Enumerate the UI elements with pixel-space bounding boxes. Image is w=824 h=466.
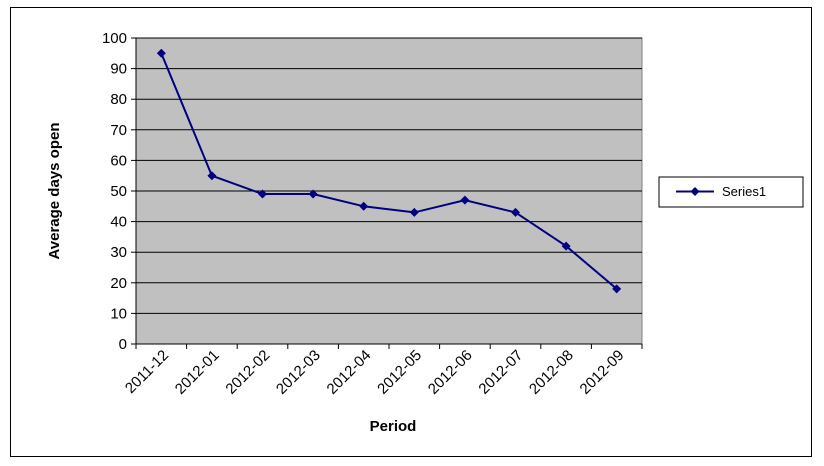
y-tick-label: 60: [110, 152, 127, 169]
x-axis: 2011-12 2012-01 2012-02 2012-03 2012-04 2012-…: [122, 343, 643, 398]
y-axis-title: Average days open: [46, 123, 63, 260]
legend-label-series1: Series1: [722, 184, 766, 199]
data-point: [612, 284, 622, 294]
data-point: [207, 171, 217, 181]
y-tick-label: 20: [110, 275, 127, 292]
x-tick-label: 2012-05: [374, 347, 425, 398]
data-point: [511, 207, 520, 217]
y-tick-label: 70: [110, 122, 127, 139]
legend-marker: [690, 187, 700, 196]
x-tick-label: 2011-12: [122, 347, 172, 397]
y-tick-label: 90: [110, 61, 127, 78]
y-tick-label: 10: [110, 305, 127, 322]
y-tick-label: 100: [102, 30, 127, 47]
x-axis-title: Period: [370, 418, 417, 435]
gridlines: [136, 37, 642, 314]
y-tick-label: 0: [119, 336, 127, 353]
y-tick-label: 80: [110, 91, 127, 108]
data-point: [359, 201, 369, 211]
x-tick-label: 2012-04: [324, 347, 375, 398]
data-point: [258, 189, 267, 199]
x-tick-label: 2012-07: [475, 347, 526, 398]
y-tick-label: 50: [110, 183, 127, 200]
x-tick-label: 2012-03: [273, 347, 324, 398]
data-point: [460, 195, 470, 205]
data-point: [561, 241, 571, 251]
series-line: [160, 52, 618, 290]
legend: Series1: [658, 176, 804, 208]
y-tick-label: 30: [110, 244, 127, 261]
x-tick-label: 2012-06: [425, 347, 476, 398]
x-tick-label: 2012-08: [526, 347, 577, 398]
data-point: [409, 207, 419, 217]
y-tick-label: 40: [110, 214, 127, 231]
data-point: [308, 189, 318, 199]
y-axis: 0 10 20 30 40 50 60 70 80 90 100: [102, 30, 137, 353]
x-tick-label: 2012-01: [172, 347, 223, 398]
x-tick-label: 2012-09: [577, 347, 628, 398]
x-tick-label: 2012-02: [222, 347, 273, 398]
series-layer: [156, 48, 622, 294]
data-point: [156, 48, 166, 58]
